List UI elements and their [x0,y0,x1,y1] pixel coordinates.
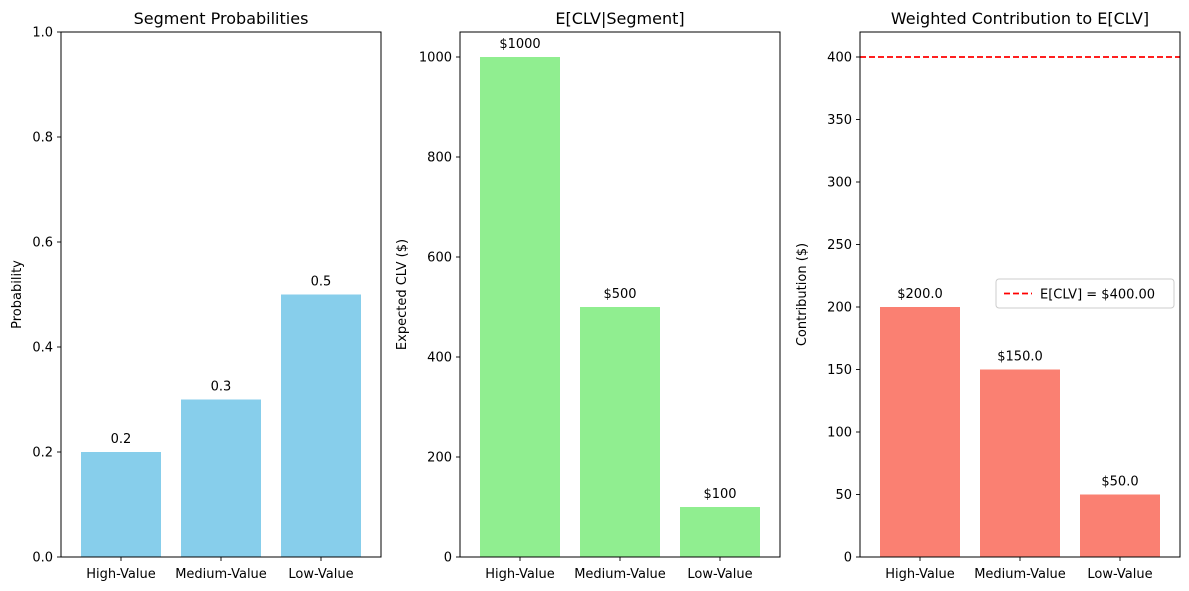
bar-medium-value [181,399,261,557]
x-tick-label: High-Value [885,567,955,582]
chart-title: Segment Probabilities [134,9,309,28]
y-tick-label: 800 [427,151,452,166]
legend-box [995,278,1175,309]
x-tick-label: Low-Value [288,567,353,582]
x-tick-label: Medium-Value [175,567,267,582]
bar-low-value [281,294,361,557]
y-axis-label: Contribution ($) [795,243,810,346]
y-tick-label: 400 [827,51,852,66]
y-axis-label: Expected CLV ($) [395,239,410,350]
bar-high-value [880,307,960,557]
y-tick-label: 150 [827,363,852,378]
axes-frame [60,31,382,558]
legend: E[CLV] = $400.00 [995,278,1175,309]
bar-medium-value [980,369,1060,557]
x-tick-label: High-Value [86,567,156,582]
y-tick-label: 0.6 [32,236,53,251]
y-tick-label: 50 [835,488,852,503]
y-axis-label: Probability [10,260,25,329]
bar-low-value [1080,494,1160,557]
bar-low-value [680,507,760,557]
bar-value-label: $100 [703,487,736,502]
x-tick-label: Low-Value [687,567,752,582]
y-tick-label: 1000 [419,51,452,66]
y-tick-label: 600 [427,251,452,266]
axes-frame [459,31,781,558]
bar-medium-value [580,307,660,557]
x-tick-label: Medium-Value [974,567,1066,582]
y-tick-label: 300 [827,176,852,191]
bar-value-label: $50.0 [1101,475,1138,490]
x-tick-label: Low-Value [1087,567,1152,582]
bar-high-value [480,57,560,557]
y-tick-label: 200 [427,451,452,466]
bar-value-label: 0.5 [311,275,332,290]
y-tick-label: 1.0 [32,26,53,41]
y-tick-label: 0.8 [32,131,53,146]
bar-high-value [81,452,161,557]
bar-value-label: $1000 [499,37,540,52]
x-tick-label: Medium-Value [574,567,666,582]
legend-label: E[CLV] = $400.00 [1040,288,1155,303]
y-tick-label: 0.0 [32,551,53,566]
bar-value-label: $500 [603,287,636,302]
chart-panel-1: 0.2 High-Value 0.3 Medium-Value 0.5 Low-Value… [10,9,382,582]
y-tick-label: 100 [827,426,852,441]
y-tick-label: 0.2 [32,446,53,461]
y-tick-label: 250 [827,238,852,253]
y-tick-label: 200 [827,301,852,316]
y-tick-label: 0 [844,551,852,566]
bar-value-label: $150.0 [997,350,1043,365]
bar-value-label: 0.2 [111,432,132,447]
chart-panel-2: $1000 High-Value $500 Medium-Value $100 Low-V… [395,9,781,582]
chart-panel-3: $200.0 High-Value $150.0 Medium-Value $50.0 L… [795,9,1181,582]
x-tick-label: High-Value [485,567,555,582]
chart-title: Weighted Contribution to E[CLV] [891,9,1149,28]
chart-title: E[CLV|Segment] [555,9,684,28]
y-tick-label: 0 [444,551,452,566]
y-tick-label: 400 [427,351,452,366]
bar-value-label: $200.0 [897,287,943,302]
y-tick-label: 0.4 [32,341,53,356]
y-tick-label: 350 [827,113,852,128]
axes-frame [859,31,1181,558]
bar-value-label: 0.3 [211,380,232,395]
